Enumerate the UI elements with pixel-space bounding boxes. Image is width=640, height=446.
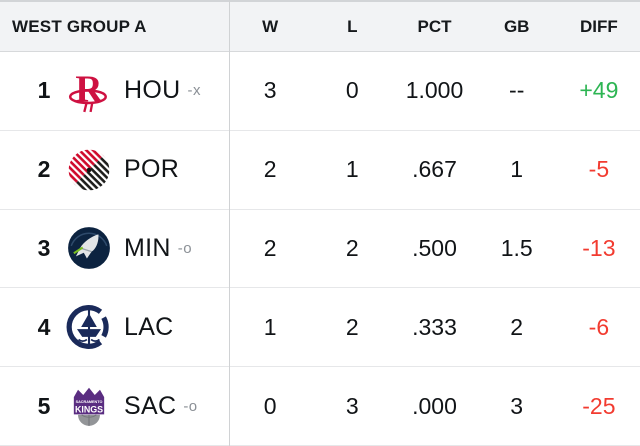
losses-cell: 2	[345, 234, 359, 261]
minnesota-timberwolves-logo	[66, 223, 112, 273]
clinch-indicator: -o	[177, 239, 193, 257]
table-row[interactable]: 5 SACRAMENTO KINGS SAC -o 0 3 .000 3 -25	[0, 367, 640, 446]
column-header-gb: GB	[503, 16, 530, 36]
team-cell: 3 MIN -o	[0, 210, 229, 288]
team-cell: 2	[0, 131, 229, 209]
table-row[interactable]: 3 MIN -o 2 2 .500 1.5 -13	[0, 209, 640, 289]
column-header-pct: PCT	[417, 16, 452, 36]
team-abbr: LAC	[124, 312, 174, 341]
table-row[interactable]: 2	[0, 130, 640, 210]
losses-cell: 0	[345, 77, 359, 104]
gb-cell: --	[509, 77, 525, 104]
sacramento-kings-logo: SACRAMENTO KINGS	[73, 387, 105, 426]
diff-cell: +49	[579, 77, 619, 104]
column-divider	[229, 0, 230, 446]
clinch-indicator: -o	[183, 397, 198, 415]
group-title: WEST GROUP A	[12, 16, 147, 36]
pct-cell: .500	[412, 234, 457, 261]
team-abbr: POR	[124, 155, 180, 184]
wins-cell: 2	[263, 234, 277, 261]
pct-cell: .333	[412, 313, 457, 340]
losses-cell: 1	[345, 156, 359, 183]
pct-cell: 1.000	[405, 77, 464, 104]
wins-cell: 1	[263, 313, 277, 340]
team-abbr: HOU	[124, 76, 181, 105]
wins-cell: 2	[263, 156, 277, 183]
sacramento-kings-logo: SACRAMENTO KINGS	[66, 381, 112, 431]
column-header-losses: L	[347, 16, 358, 36]
team-abbr: SAC	[124, 391, 177, 420]
standings-rows: 1 R HOU -x 3 0 1.000 -- +49 2	[0, 52, 640, 446]
clinch-indicator: -x	[187, 82, 201, 100]
portland-trail-blazers-logo	[66, 145, 112, 195]
houston-rockets-logo: R	[66, 66, 112, 116]
rank: 3	[37, 234, 51, 261]
diff-cell: -6	[588, 313, 610, 340]
gb-cell: 2	[510, 313, 524, 340]
portland-trail-blazers-logo	[68, 149, 110, 191]
team-cell: 4 LAC	[0, 288, 229, 366]
column-header-wins: W	[262, 16, 279, 36]
svg-text:SACRAMENTO: SACRAMENTO	[76, 400, 103, 404]
table-row[interactable]: 1 R HOU -x 3 0 1.000 -- +49	[0, 52, 640, 131]
pct-cell: .000	[412, 392, 457, 419]
diff-cell: -13	[582, 234, 616, 261]
team-abbr: MIN	[124, 233, 171, 262]
diff-cell: -5	[588, 156, 610, 183]
wins-cell: 0	[263, 392, 277, 419]
gb-cell: 1.5	[500, 234, 533, 261]
rank: 1	[37, 77, 51, 104]
gb-cell: 3	[510, 392, 524, 419]
column-header-diff: DIFF	[580, 16, 618, 36]
rank: 4	[37, 313, 51, 340]
losses-cell: 2	[345, 313, 359, 340]
wins-cell: 3	[263, 77, 277, 104]
pct-cell: .667	[412, 156, 457, 183]
la-clippers-logo	[66, 302, 112, 352]
diff-cell: -25	[582, 392, 616, 419]
rank: 5	[37, 392, 51, 419]
rank: 2	[37, 156, 51, 183]
table-header: WEST GROUP A W L PCT GB DIFF	[0, 0, 640, 52]
svg-text:KINGS: KINGS	[75, 404, 103, 414]
losses-cell: 3	[345, 392, 359, 419]
la-clippers-logo	[66, 305, 109, 350]
gb-cell: 1	[510, 156, 524, 183]
team-cell: 1 R HOU -x	[0, 52, 229, 130]
houston-rockets-logo: R	[68, 68, 107, 113]
team-cell: 5 SACRAMENTO KINGS SAC -o	[0, 367, 229, 445]
table-row[interactable]: 4 LAC 1 2 .333 2 -6	[0, 288, 640, 368]
minnesota-timberwolves-logo	[68, 227, 110, 270]
